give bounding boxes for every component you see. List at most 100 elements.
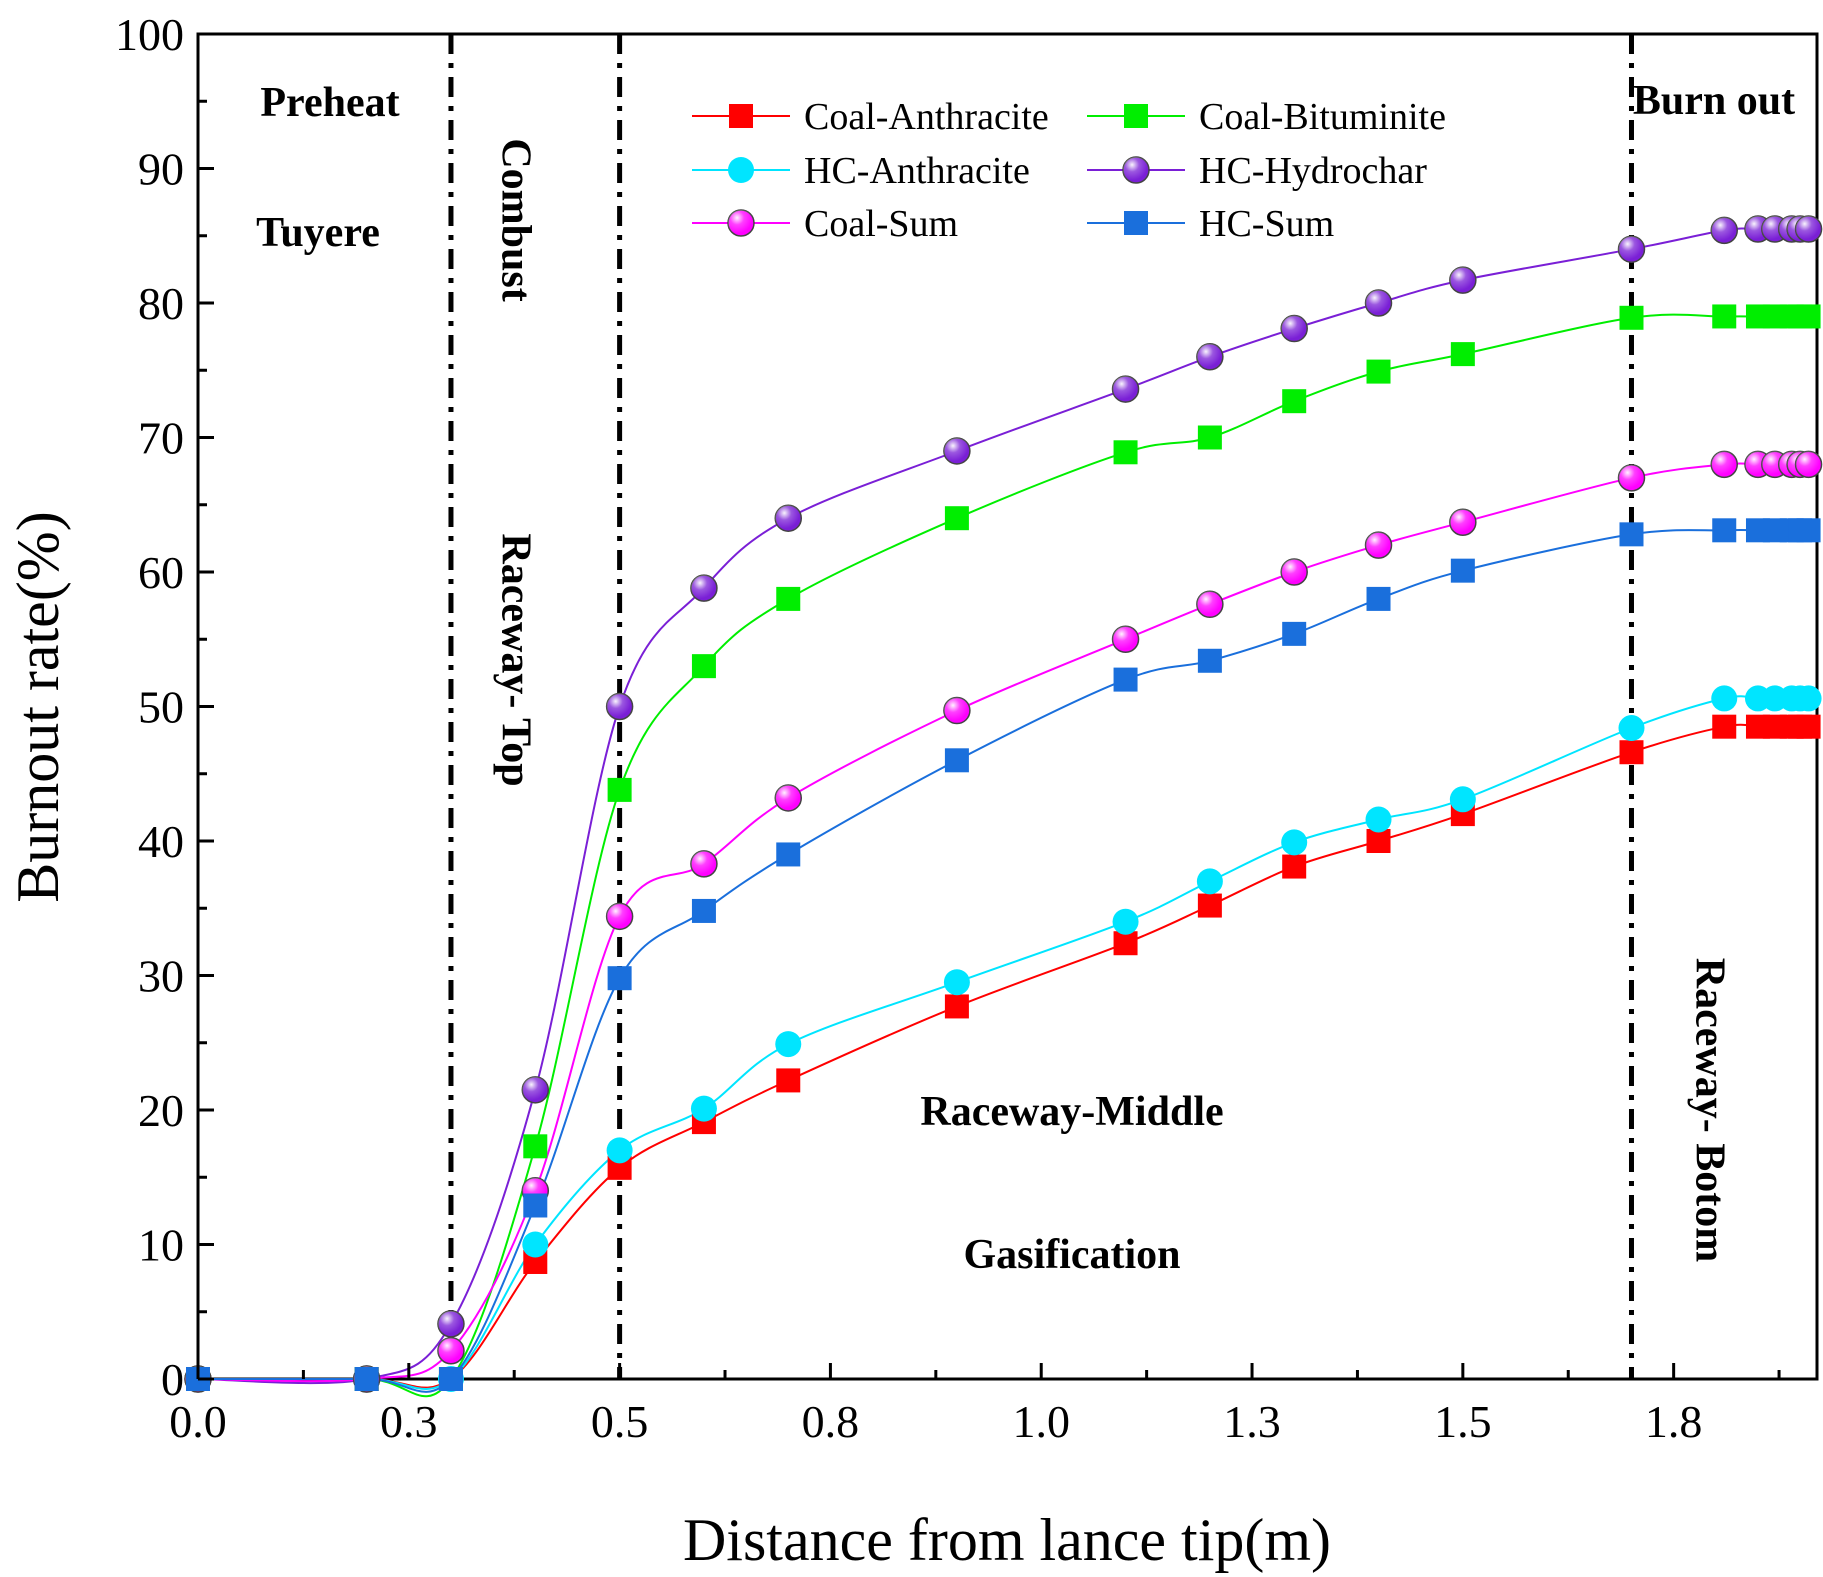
series-line-hc-hydrochar (197, 227, 1809, 1385)
data-point-hc-anthracite (1795, 685, 1822, 712)
legend-label-coal-bituminite: Coal-Bituminite (1199, 96, 1446, 138)
x-tick-label: 0.8 (802, 1396, 860, 1447)
x-tick-label: 1.8 (1645, 1396, 1703, 1447)
data-point-coal-bituminite (1366, 359, 1391, 384)
data-point-hc-hydrochar (1196, 343, 1224, 371)
y-tick-label: 70 (138, 413, 184, 464)
legend-label-hc-hydrochar: HC-Hydrochar (1199, 150, 1427, 192)
data-point-coal-sum (1617, 464, 1646, 492)
y-axis-title: Burnout rate(%) (5, 511, 71, 903)
data-point-hc-anthracite (1449, 786, 1476, 813)
legend-label-hc-anthracite: HC-Anthracite (804, 150, 1030, 192)
region-label-burn-out: Burn out (1633, 78, 1795, 124)
data-point-hc-anthracite (943, 969, 970, 996)
data-point-coal-sum (1111, 625, 1140, 653)
data-point-coal-anthracite (1282, 854, 1307, 879)
y-tick-label: 90 (138, 144, 184, 195)
data-point-coal-bituminite (776, 586, 801, 611)
y-tick-label: 10 (138, 1220, 184, 1271)
x-tick-label: 1.3 (1223, 1396, 1281, 1447)
data-point-hc-anthracite (1365, 806, 1392, 833)
data-point-coal-sum (437, 1337, 465, 1365)
legend-marker-hc-sum (1124, 211, 1148, 235)
data-point-coal-sum (1280, 558, 1308, 586)
data-point-coal-sum (774, 784, 803, 812)
legend-item-hc-anthracite: HC-Anthracite (692, 150, 1030, 192)
data-point-hc-anthracite (1618, 715, 1645, 742)
data-point-coal-sum (943, 696, 971, 725)
legend-marker-coal-sum (727, 209, 755, 237)
data-point-coal-anthracite (1113, 931, 1138, 956)
data-point-hc-sum (1366, 586, 1391, 611)
data-point-hc-sum (1450, 558, 1475, 583)
data-point-coal-anthracite (1796, 714, 1821, 739)
data-point-hc-anthracite (1112, 908, 1139, 935)
legend-label-coal-sum: Coal-Sum (804, 203, 958, 245)
data-point-coal-bituminite (607, 777, 632, 802)
y-tick-label: 30 (138, 951, 184, 1002)
data-point-coal-sum (605, 902, 634, 931)
data-point-hc-hydrochar (1111, 375, 1140, 403)
data-point-coal-anthracite (776, 1068, 801, 1093)
data-point-hc-sum (944, 748, 969, 773)
data-point-coal-anthracite (1712, 714, 1737, 739)
data-point-hc-hydrochar (690, 574, 718, 602)
data-point-hc-sum (354, 1367, 379, 1391)
data-point-hc-hydrochar (1617, 235, 1646, 263)
series-line-coal-anthracite (198, 723, 1809, 1389)
data-point-hc-sum (523, 1193, 548, 1218)
legend-item-coal-bituminite: Coal-Bituminite (1087, 96, 1446, 138)
data-point-hc-sum (776, 842, 801, 867)
region-label-combust: Combust (492, 138, 538, 301)
region-label-raceway-top: Raceway- Top (492, 533, 538, 786)
data-point-coal-anthracite (944, 994, 969, 1019)
x-tick-label: 1.5 (1434, 1396, 1492, 1447)
data-point-coal-bituminite (1197, 425, 1222, 450)
data-point-hc-hydrochar (943, 437, 971, 465)
legend-marker-hc-anthracite (728, 157, 754, 183)
data-point-coal-sum (690, 850, 718, 878)
region-label-raceway-bottom: Raceway- Botom (1686, 958, 1732, 1262)
y-tick-label: 100 (115, 9, 184, 60)
legend-marker-coal-bituminite (1124, 104, 1148, 128)
series-lines (197, 227, 1809, 1398)
legend-marker-hc-hydrochar (1122, 156, 1150, 184)
series-line-hc-anthracite (198, 695, 1809, 1390)
data-point-hc-anthracite (1196, 868, 1223, 895)
data-point-coal-bituminite (1282, 389, 1307, 414)
data-point-hc-hydrochar (1280, 314, 1308, 343)
data-point-hc-hydrochar (774, 504, 803, 532)
data-point-hc-hydrochar (1449, 266, 1477, 294)
data-point-hc-sum (1796, 518, 1821, 543)
data-point-hc-hydrochar (521, 1076, 550, 1104)
data-point-coal-sum (1196, 590, 1224, 619)
data-point-coal-bituminite (691, 654, 716, 679)
data-point-coal-bituminite (944, 506, 969, 531)
y-tick-label: 40 (138, 816, 184, 867)
axes: 0 10 20 30 40 50 60 70 80 90 100 0.0 0.3 0.5 0.8 1.0 1.3… (115, 9, 1781, 1447)
y-tick-label: 20 (138, 1085, 184, 1136)
data-point-coal-anthracite (1197, 893, 1222, 918)
data-point-hc-hydrochar (1794, 215, 1823, 243)
region-label-raceway-middle: Raceway-Middle (920, 1089, 1223, 1135)
x-tick-label: 1.0 (1012, 1396, 1070, 1447)
data-point-coal-sum (1710, 450, 1738, 479)
data-point-hc-anthracite (522, 1231, 549, 1258)
x-tick-label: 0.0 (169, 1396, 227, 1447)
legend-label-hc-sum: HC-Sum (1199, 203, 1334, 245)
data-point-coal-anthracite (1366, 829, 1391, 853)
legend-item-hc-hydrochar: HC-Hydrochar (1087, 150, 1427, 192)
data-point-hc-sum (1197, 648, 1222, 673)
y-tick-label: 50 (138, 682, 184, 733)
data-point-coal-sum (1794, 450, 1823, 479)
data-point-hc-anthracite (690, 1095, 717, 1122)
legend-item-coal-anthracite: Coal-Anthracite (692, 96, 1049, 138)
data-point-hc-hydrochar (1364, 289, 1393, 317)
region-label-gasification: Gasification (964, 1232, 1181, 1278)
y-tick-label: 60 (138, 547, 184, 598)
legend-item-hc-sum: HC-Sum (1087, 203, 1334, 245)
data-point-hc-hydrochar (437, 1310, 465, 1338)
data-point-hc-sum (1282, 621, 1307, 646)
y-tick-label: 80 (138, 278, 184, 329)
